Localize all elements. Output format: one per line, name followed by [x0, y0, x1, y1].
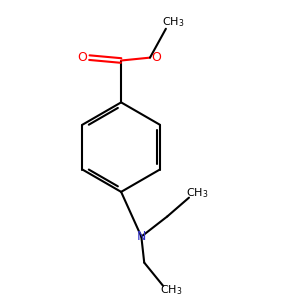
- Text: O: O: [77, 51, 87, 64]
- Text: O: O: [152, 51, 161, 64]
- Text: CH$_3$: CH$_3$: [160, 283, 182, 297]
- Text: N: N: [137, 230, 146, 243]
- Text: CH$_3$: CH$_3$: [162, 16, 184, 29]
- Text: CH$_3$: CH$_3$: [186, 186, 208, 200]
